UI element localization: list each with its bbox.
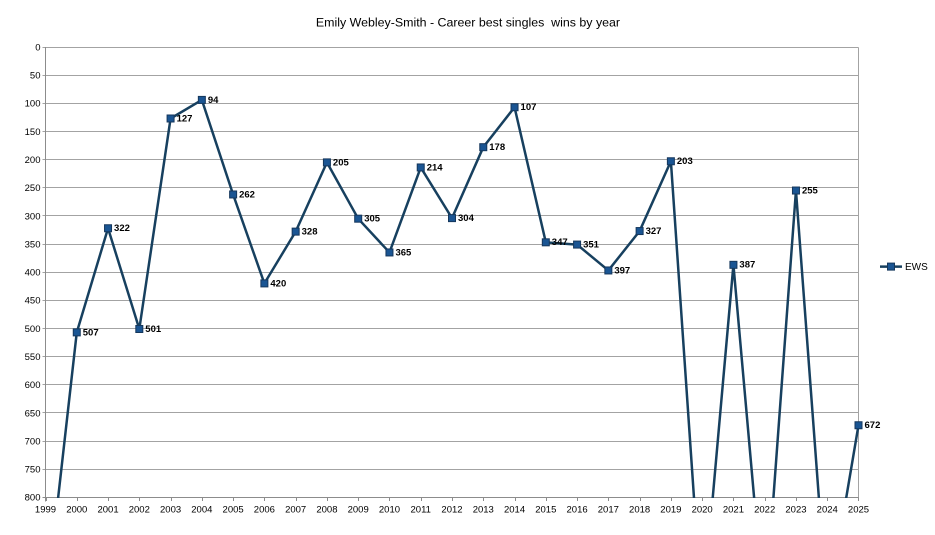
svg-text:2006: 2006: [254, 505, 275, 516]
svg-text:2015: 2015: [535, 505, 556, 516]
svg-text:2022: 2022: [754, 505, 775, 516]
svg-text:397: 397: [614, 265, 630, 276]
svg-text:328: 328: [302, 227, 318, 238]
svg-text:2007: 2007: [285, 505, 306, 516]
svg-text:400: 400: [25, 268, 41, 279]
svg-text:50: 50: [30, 71, 41, 82]
svg-text:800: 800: [25, 493, 41, 504]
svg-text:350: 350: [25, 239, 41, 250]
svg-text:200: 200: [25, 155, 41, 166]
svg-text:2025: 2025: [848, 505, 869, 516]
svg-text:2021: 2021: [723, 505, 744, 516]
svg-text:750: 750: [25, 465, 41, 476]
svg-text:205: 205: [333, 157, 350, 168]
svg-text:420: 420: [270, 278, 286, 289]
svg-text:107: 107: [521, 102, 537, 113]
svg-text:2018: 2018: [629, 505, 650, 516]
svg-text:322: 322: [114, 223, 130, 234]
svg-text:2002: 2002: [129, 505, 150, 516]
svg-text:347: 347: [552, 237, 568, 248]
svg-text:327: 327: [646, 226, 662, 237]
svg-text:2005: 2005: [223, 505, 244, 516]
svg-text:255: 255: [802, 185, 819, 196]
svg-text:2001: 2001: [97, 505, 118, 516]
svg-text:700: 700: [25, 436, 41, 447]
svg-text:2017: 2017: [598, 505, 619, 516]
svg-text:351: 351: [583, 239, 600, 250]
svg-text:2000: 2000: [66, 505, 87, 516]
svg-text:300: 300: [25, 211, 41, 222]
svg-text:2013: 2013: [473, 505, 494, 516]
svg-text:1999: 1999: [35, 505, 56, 516]
svg-text:2019: 2019: [660, 505, 681, 516]
svg-text:214: 214: [427, 162, 444, 173]
svg-text:2003: 2003: [160, 505, 181, 516]
svg-text:600: 600: [25, 380, 41, 391]
svg-text:650: 650: [25, 408, 41, 419]
svg-text:450: 450: [25, 296, 41, 307]
svg-text:2012: 2012: [441, 505, 462, 516]
svg-text:100: 100: [25, 99, 41, 110]
svg-text:2004: 2004: [191, 505, 212, 516]
svg-text:178: 178: [489, 142, 505, 153]
svg-text:0: 0: [35, 42, 40, 53]
svg-text:305: 305: [364, 214, 381, 225]
svg-text:387: 387: [739, 260, 755, 271]
svg-text:203: 203: [677, 156, 693, 167]
svg-text:500: 500: [25, 324, 41, 335]
svg-text:2009: 2009: [348, 505, 369, 516]
svg-text:672: 672: [865, 420, 881, 431]
svg-text:250: 250: [25, 183, 41, 194]
svg-text:2016: 2016: [567, 505, 588, 516]
svg-text:262: 262: [239, 189, 255, 200]
svg-text:501: 501: [145, 324, 162, 335]
svg-text:127: 127: [177, 113, 193, 124]
svg-text:365: 365: [395, 247, 412, 258]
svg-text:2014: 2014: [504, 505, 525, 516]
svg-text:2023: 2023: [785, 505, 806, 516]
svg-text:2010: 2010: [379, 505, 400, 516]
svg-text:2024: 2024: [817, 505, 838, 516]
svg-text:2011: 2011: [411, 505, 431, 516]
svg-text:EWS: EWS: [905, 262, 928, 273]
svg-text:94: 94: [208, 95, 219, 106]
svg-text:507: 507: [83, 327, 99, 338]
svg-text:304: 304: [458, 213, 475, 224]
svg-text:550: 550: [25, 352, 41, 363]
svg-text:2008: 2008: [316, 505, 337, 516]
svg-text:Emily Webley-Smith - Career be: Emily Webley-Smith - Career best singles…: [316, 16, 620, 30]
svg-text:150: 150: [25, 127, 41, 138]
svg-text:2020: 2020: [692, 505, 713, 516]
